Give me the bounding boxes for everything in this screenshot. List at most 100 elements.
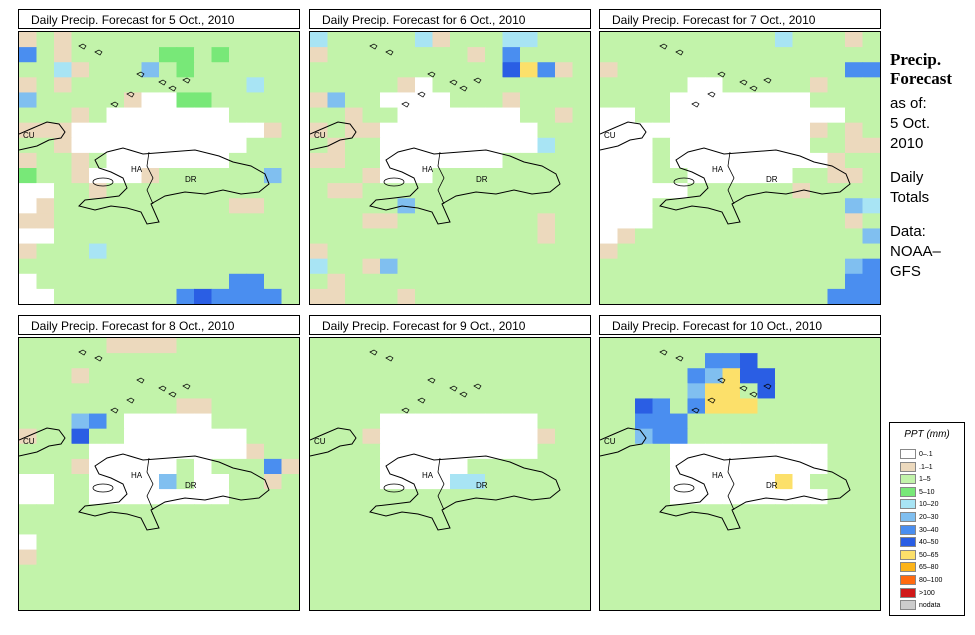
grid-cell [705, 504, 724, 520]
grid-cell [281, 213, 299, 230]
grid-cell [722, 107, 741, 124]
grid-cell [670, 594, 689, 610]
grid-cell [845, 107, 864, 124]
grid-cell [810, 288, 829, 304]
grid-cell [36, 383, 55, 400]
grid-cell [705, 534, 724, 551]
grid-cell [617, 519, 636, 536]
grid-cell [211, 92, 230, 109]
grid-cell [432, 564, 451, 581]
grid-cell [432, 137, 451, 154]
grid-cell [415, 258, 434, 275]
grid-cell [141, 338, 160, 354]
grid-cell [159, 564, 178, 581]
grid-cell [485, 383, 504, 400]
grid-cell [810, 413, 829, 430]
grid-cell [572, 338, 590, 354]
grid-cell [502, 368, 521, 384]
grid-cell [687, 458, 706, 475]
grid-cell [502, 474, 521, 490]
grid-cell [485, 338, 504, 354]
grid-cell [106, 243, 125, 260]
grid-cell [827, 183, 846, 199]
grid-cell [555, 413, 574, 430]
grid-cell [845, 398, 864, 415]
grid-cell [652, 443, 671, 460]
grid-cell [246, 594, 265, 610]
grid-cell [176, 534, 195, 551]
grid-cell [757, 288, 776, 304]
grid-cell [194, 77, 213, 94]
grid-cell [246, 183, 265, 199]
grid-cell [432, 183, 451, 199]
grid-cell [450, 258, 469, 275]
grid-cell [775, 198, 794, 214]
grid-cell [740, 288, 759, 304]
grid-cell [862, 77, 880, 94]
grid-cell [229, 353, 248, 369]
grid-cell [71, 32, 90, 48]
grid-cell [246, 213, 265, 230]
grid-cell [670, 353, 689, 369]
grid-cell [792, 77, 811, 94]
grid-cell [537, 47, 556, 63]
grid-cell [432, 458, 451, 475]
grid-cell [740, 243, 759, 260]
grid-cell [635, 353, 654, 369]
grid-cell [89, 183, 108, 199]
grid-cell [54, 213, 73, 230]
grid-cell [555, 228, 574, 245]
legend-swatch [900, 449, 916, 459]
grid-cell [792, 579, 811, 596]
grid-cell [722, 137, 741, 154]
panel-title: Daily Precip. Forecast for 7 Oct., 2010 [599, 9, 881, 29]
grid-cell [211, 504, 230, 520]
grid-cell [635, 92, 654, 109]
grid-cell [89, 428, 108, 445]
grid-cell [327, 122, 346, 139]
island-outline [717, 377, 726, 384]
panel-oct10: Daily Precip. Forecast for 10 Oct., 2010… [599, 315, 881, 611]
hispaniola-coastline [659, 453, 851, 531]
grid-cell [687, 594, 706, 610]
grid-cell [862, 288, 880, 304]
grid-cell [159, 519, 178, 536]
grid-cell [555, 62, 574, 78]
grid-cell [722, 273, 741, 290]
grid-cell [485, 258, 504, 275]
grid-cell [380, 458, 399, 475]
grid-cell [485, 443, 504, 460]
grid-cell [415, 519, 434, 536]
grid-cell [211, 77, 230, 94]
grid-cell [810, 594, 829, 610]
grid-cell [670, 458, 689, 475]
grid-cell [520, 122, 539, 139]
grid-cell [264, 489, 283, 505]
grid-cell [775, 243, 794, 260]
grid-cell [722, 579, 741, 596]
grid-cell [415, 338, 434, 354]
grid-cell [246, 77, 265, 94]
grid-cell [572, 549, 590, 566]
ppt-legend: PPT (mm) 0–.1.1–1 1–5 5–10 10–20 20–30 30–40 4… [889, 422, 965, 616]
grid-cell [327, 534, 346, 551]
grid-cell [141, 47, 160, 63]
grid-cell [792, 137, 811, 154]
grid-cell [415, 428, 434, 445]
grid-cell [141, 243, 160, 260]
grid-cell [106, 353, 125, 369]
grid-cell [415, 183, 434, 199]
grid-cell [555, 368, 574, 384]
grid-cell [467, 243, 486, 260]
grid-cell [520, 443, 539, 460]
grid-cell [194, 168, 213, 184]
grid-cell [380, 353, 399, 369]
grid-cell [19, 489, 38, 505]
grid-cell [211, 168, 230, 184]
grid-cell [380, 183, 399, 199]
grid-cell [635, 579, 654, 596]
legend-item: .1–1 [900, 461, 933, 473]
grid-cell [106, 549, 125, 566]
grid-cell [862, 383, 880, 400]
grid-cell [362, 519, 381, 536]
